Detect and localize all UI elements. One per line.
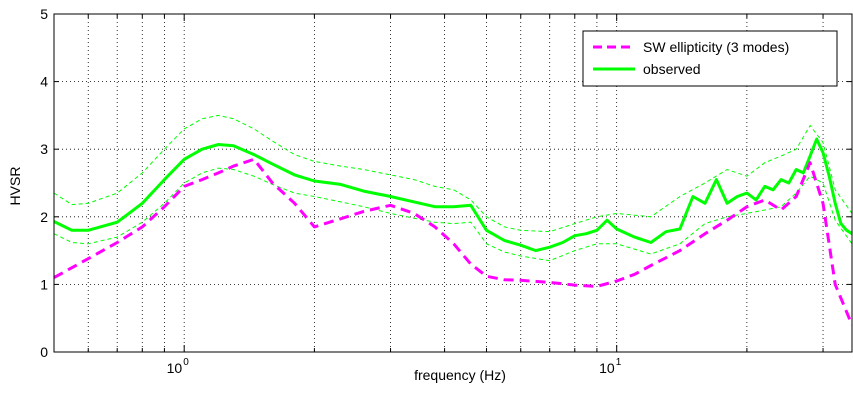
- legend-label-observed: observed: [643, 61, 701, 77]
- legend: SW ellipticity (3 modes) observed: [582, 30, 838, 87]
- legend-label-sw-ellipticity: SW ellipticity (3 modes): [643, 39, 789, 55]
- series-layer: [53, 137, 853, 326]
- y-tick-label: 5: [40, 6, 48, 22]
- y-tick-label: 1: [40, 276, 48, 292]
- y-tick-label: 3: [40, 141, 48, 157]
- x-tick-label: 10: [167, 360, 183, 376]
- y-tick-label: 0: [40, 344, 48, 360]
- observed-line: [53, 137, 853, 253]
- std-band-layer: [53, 114, 853, 262]
- x-tick-label: 10: [599, 360, 615, 376]
- y-axis-label: HVSR: [7, 167, 23, 206]
- sw-ellipticity-line: [53, 157, 853, 326]
- x-axis-label: frequency (Hz): [414, 367, 506, 383]
- y-tick-label: 2: [40, 209, 48, 225]
- legend-box: [582, 30, 838, 87]
- y-tick-label: 4: [40, 74, 48, 90]
- x-tick-label-exponent: 0: [183, 357, 189, 368]
- std-lower-line: [53, 167, 853, 262]
- x-tick-label-exponent: 1: [616, 357, 622, 368]
- std-upper-line: [53, 114, 853, 233]
- plot-frame: [53, 13, 853, 353]
